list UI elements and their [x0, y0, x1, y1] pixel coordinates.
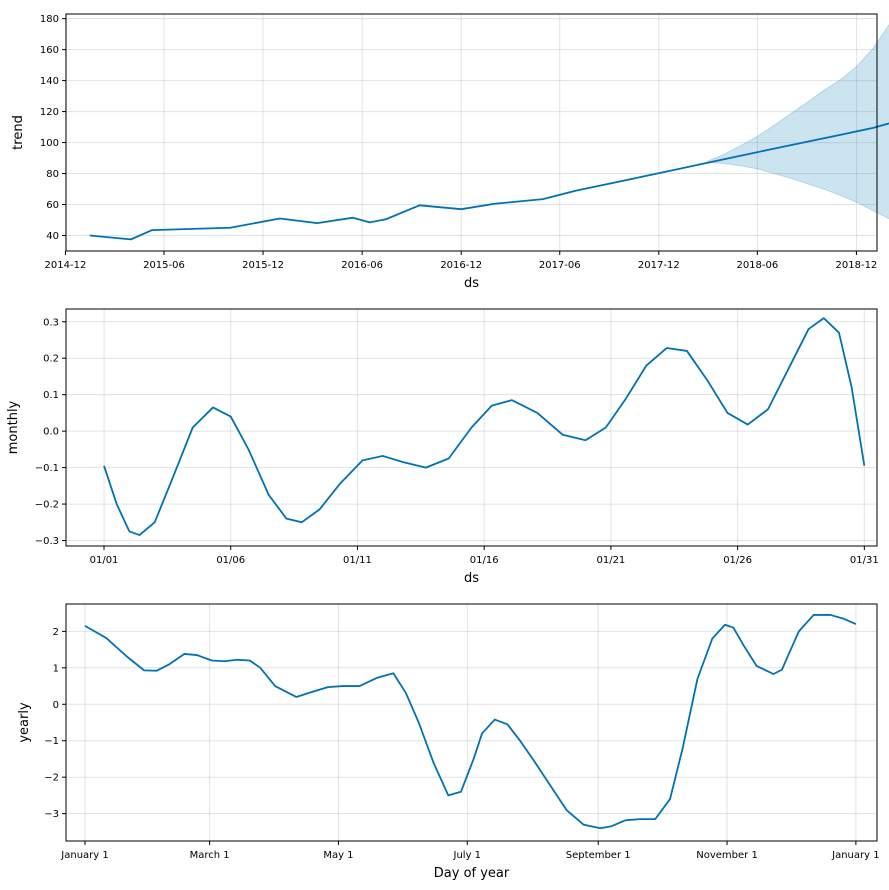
y-tick-label: 100	[40, 138, 59, 149]
y-tick-label: −0.3	[35, 536, 59, 547]
x-tick-label: July 1	[453, 850, 482, 861]
y-tick-label: −2	[44, 773, 59, 784]
x-tick-label: 2017-06	[539, 260, 581, 271]
y-tick-label: 0.1	[43, 390, 59, 401]
x-tick-label: May 1	[323, 850, 353, 861]
y-tick-label: 0	[53, 700, 59, 711]
x-tick-label: 2014-12	[45, 260, 87, 271]
x-tick-label: 2016-06	[341, 260, 383, 271]
x-tick-label: March 1	[190, 850, 230, 861]
x-tick-label: 01/01	[90, 555, 119, 566]
y-tick-label: −3	[44, 809, 59, 820]
monthly-panel: 01/01 01/06 01/11 01/16 01/21 01/26 01/31 −0.3 −…	[6, 308, 879, 586]
x-tick-label: 01/31	[850, 555, 879, 566]
x-tick-label: 01/26	[723, 555, 752, 566]
x-tick-label: September 1	[566, 850, 631, 861]
y-tick-label: −0.1	[35, 463, 59, 474]
y-tick-label: −0.2	[35, 500, 59, 511]
y-axis-label: monthly	[6, 400, 21, 454]
x-tick-label: 2017-12	[638, 260, 680, 271]
x-tick-label: 01/21	[596, 555, 625, 566]
y-tick-label: 0.0	[43, 427, 59, 438]
y-tick-label: 40	[46, 231, 59, 242]
x-axis-label: Day of year	[434, 866, 510, 881]
y-tick-label: 2	[53, 627, 59, 638]
y-tick-label: 0.3	[43, 317, 59, 328]
x-tick-label: 2018-06	[736, 260, 778, 271]
y-axis-label: yearly	[17, 702, 32, 743]
uncertainty-band	[707, 23, 889, 220]
x-tick-label: 2018-12	[836, 260, 878, 271]
x-tick-label: 01/11	[343, 555, 372, 566]
axes-frame	[65, 13, 878, 252]
y-tick-label: 180	[40, 14, 59, 25]
y-tick-label: 140	[40, 76, 59, 87]
x-tick-label: January 1	[831, 850, 879, 861]
axes-frame	[65, 603, 878, 842]
trend-panel: 2014-12 2015-06 2015-12 2016-06 2016-12 2017-…	[11, 13, 889, 291]
y-tick-label: −1	[44, 736, 59, 747]
x-axis-label: ds	[464, 571, 479, 586]
series-line	[103, 317, 866, 536]
series-line	[89, 122, 889, 241]
y-tick-label: 80	[46, 169, 59, 180]
yearly-panel: January 1 March 1 May 1 July 1 September 1 No…	[17, 603, 880, 881]
x-tick-label: 2016-12	[440, 260, 482, 271]
series-line	[84, 614, 857, 830]
y-tick-label: 1	[53, 663, 59, 674]
y-tick-label: 160	[40, 45, 59, 56]
x-axis-label: ds	[464, 276, 479, 291]
y-tick-label: 60	[46, 200, 59, 211]
x-tick-label: 01/06	[216, 555, 245, 566]
axes-frame	[65, 308, 878, 547]
y-tick-label: 120	[40, 107, 59, 118]
x-tick-label: November 1	[696, 850, 758, 861]
y-axis-label: trend	[11, 115, 26, 150]
x-tick-label: 2015-06	[143, 260, 185, 271]
x-tick-label: 01/16	[470, 555, 499, 566]
x-tick-label: 2015-12	[242, 260, 284, 271]
y-tick-label: 0.2	[43, 354, 59, 365]
x-tick-label: January 1	[60, 850, 108, 861]
